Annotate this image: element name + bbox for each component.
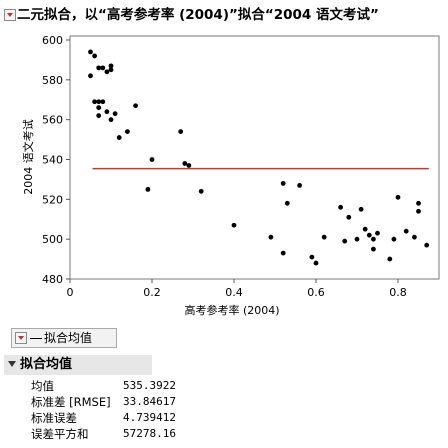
- data-point[interactable]: [354, 236, 360, 242]
- data-point[interactable]: [149, 157, 155, 162]
- y-axis-label: 2004 语文考试: [21, 119, 35, 195]
- data-point[interactable]: [198, 188, 204, 194]
- data-point[interactable]: [133, 103, 139, 109]
- data-point[interactable]: [387, 256, 393, 262]
- data-point[interactable]: [186, 163, 192, 168]
- data-point[interactable]: [416, 208, 421, 214]
- fit-menu-disclosure[interactable]: [15, 332, 27, 344]
- data-point[interactable]: [346, 214, 352, 220]
- data-point[interactable]: [88, 49, 93, 55]
- fit-mean-section-title: 拟合均值: [20, 357, 73, 372]
- data-point[interactable]: [412, 234, 417, 240]
- fit-line-swatch: [30, 338, 42, 339]
- x-tick-label: 0.8: [389, 286, 407, 299]
- data-point[interactable]: [268, 234, 274, 240]
- data-point[interactable]: [395, 194, 401, 200]
- data-point[interactable]: [284, 200, 290, 206]
- data-point[interactable]: [92, 53, 97, 59]
- x-tick-label: 0.2: [143, 286, 161, 299]
- data-point[interactable]: [100, 65, 106, 71]
- collapse-triangle-icon[interactable]: [8, 361, 16, 367]
- y-tick-label: 480: [42, 273, 63, 286]
- summary-value-sse: 57278.16: [123, 427, 176, 440]
- data-point[interactable]: [424, 242, 430, 248]
- report-menu-button[interactable]: [4, 9, 16, 21]
- data-point[interactable]: [104, 69, 110, 75]
- data-point[interactable]: [231, 222, 237, 228]
- data-point[interactable]: [96, 65, 102, 71]
- y-tick-label: 600: [42, 34, 63, 47]
- data-point[interactable]: [371, 236, 376, 242]
- y-axis: 480 500 520 540 560 580 600: [42, 34, 70, 286]
- y-tick-label: 520: [42, 193, 63, 206]
- report-title: 二元拟合，以“高考参考率 (2004)”拟合“2004 语文考试”: [17, 7, 379, 23]
- data-point[interactable]: [182, 161, 188, 166]
- fit-mean-section-header[interactable]: 拟合均值: [4, 355, 152, 375]
- data-point[interactable]: [280, 250, 286, 256]
- data-point[interactable]: [108, 67, 114, 73]
- data-point[interactable]: [96, 105, 102, 111]
- data-point[interactable]: [362, 226, 368, 232]
- data-point[interactable]: [391, 236, 397, 242]
- data-point[interactable]: [313, 260, 319, 266]
- data-point[interactable]: [88, 73, 93, 79]
- data-point[interactable]: [342, 238, 348, 244]
- data-point[interactable]: [321, 234, 327, 240]
- data-point[interactable]: [280, 180, 286, 186]
- x-axis: 0 0.2 0.4 0.6 0.8: [67, 279, 407, 299]
- red-triangle-menu-icon: [18, 336, 24, 340]
- report-title-row: 二元拟合，以“高考参考率 (2004)”拟合“2004 语文考试”: [0, 4, 448, 26]
- fit-mean-menu-button[interactable]: 拟合均值: [11, 328, 117, 348]
- data-point[interactable]: [375, 230, 380, 236]
- summary-value-std-error: 4.739412: [123, 411, 176, 424]
- data-point[interactable]: [108, 63, 114, 69]
- data-point[interactable]: [371, 246, 376, 252]
- y-tick-label: 500: [42, 233, 63, 246]
- summary-label-std-error: 标准误差: [31, 411, 77, 425]
- data-point[interactable]: [338, 204, 343, 210]
- data-point[interactable]: [112, 111, 118, 117]
- bivariate-scatter-chart[interactable]: 480 500 520 540 560 580 600 0 0.2 0.4 0.6 0.8 2004…: [0, 26, 448, 326]
- data-point[interactable]: [358, 206, 364, 212]
- fit-mean-menu-label: 拟合均值: [30, 329, 92, 347]
- y-tick-label: 560: [42, 114, 63, 127]
- x-tick-label: 0: [67, 286, 74, 299]
- data-point[interactable]: [96, 99, 102, 105]
- data-point[interactable]: [145, 186, 151, 192]
- summary-value-rmse: 33.84617: [123, 395, 176, 408]
- x-tick-label: 0.6: [307, 286, 325, 299]
- data-point[interactable]: [104, 109, 110, 115]
- data-point[interactable]: [92, 99, 97, 105]
- red-triangle-menu-icon: [7, 13, 13, 17]
- summary-label-mean: 均值: [31, 379, 54, 393]
- data-point[interactable]: [366, 232, 372, 238]
- y-tick-label: 540: [42, 153, 63, 166]
- summary-value-mean: 535.3922: [123, 379, 176, 392]
- fit-menu-text: 拟合均值: [44, 331, 93, 345]
- plot-frame: [69, 35, 440, 280]
- data-point[interactable]: [178, 129, 184, 135]
- data-point[interactable]: [125, 129, 130, 135]
- data-point[interactable]: [403, 228, 409, 234]
- data-point[interactable]: [100, 99, 106, 105]
- data-point[interactable]: [96, 113, 102, 119]
- data-point[interactable]: [116, 135, 122, 140]
- data-point[interactable]: [297, 182, 302, 188]
- x-tick-label: 0.4: [225, 286, 243, 299]
- summary-label-sse: 误差平方和: [31, 427, 89, 441]
- data-point[interactable]: [309, 254, 315, 260]
- data-point[interactable]: [108, 117, 114, 123]
- x-axis-label: 高考参考率 (2004): [184, 303, 279, 317]
- summary-label-rmse: 标准差 [RMSE]: [31, 395, 111, 409]
- y-tick-label: 580: [42, 74, 63, 87]
- scatter-points[interactable]: [88, 49, 430, 266]
- data-point[interactable]: [416, 200, 421, 206]
